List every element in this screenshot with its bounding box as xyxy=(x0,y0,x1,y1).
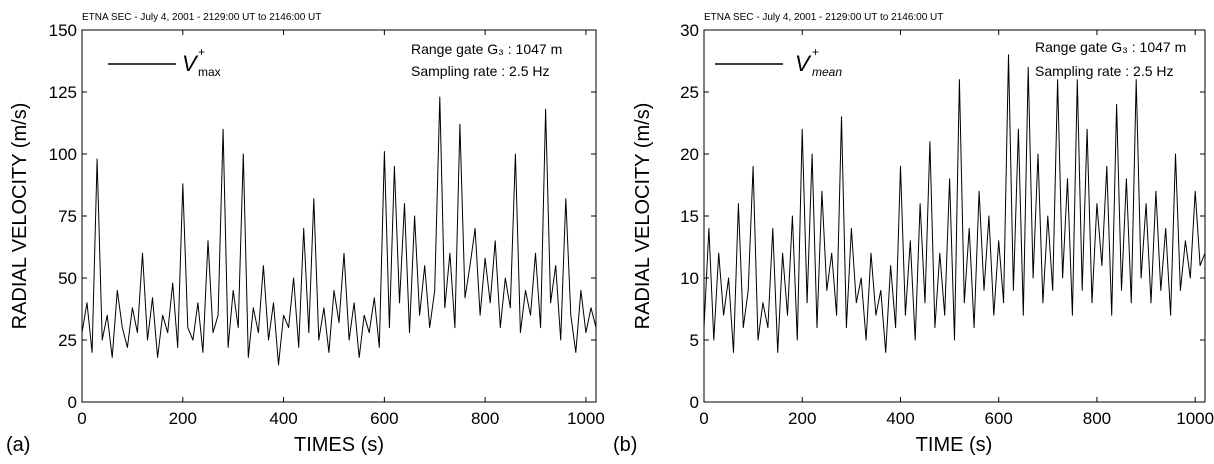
y-tick-label: 100 xyxy=(49,145,77,164)
y-axis-label: RADIAL VELOCITY (m/s) xyxy=(632,103,654,330)
y-axis-ticks: 0 25 50 75 100 125 150 xyxy=(49,21,596,412)
y-tick-label: 5 xyxy=(690,331,699,350)
x-axis-ticks: 0 200 400 600 800 1000 xyxy=(77,30,605,428)
annotation-sampling-rate: Sampling rate : 2.5 Hz xyxy=(1035,63,1174,79)
y-tick-label: 10 xyxy=(680,269,699,288)
x-tick-label: 400 xyxy=(886,409,914,428)
y-tick-label: 75 xyxy=(58,207,77,226)
x-tick-label: 200 xyxy=(788,409,816,428)
chart-title: ETNA SEC - July 4, 2001 - 2129:00 UT to … xyxy=(704,12,943,23)
y-axis-ticks: 0 5 10 15 20 25 30 xyxy=(680,21,1205,412)
legend-base: V xyxy=(182,51,199,76)
y-tick-label: 50 xyxy=(58,269,77,288)
series-line xyxy=(703,54,1206,353)
y-tick-label: 0 xyxy=(68,393,77,412)
annotation-range-gate: Range gate G₃ : 1047 m xyxy=(1035,39,1186,55)
chart-title: ETNA SEC - July 4, 2001 - 2129:00 UT to … xyxy=(82,12,321,23)
legend-label: V xyxy=(182,51,199,76)
x-tick-label: 200 xyxy=(169,409,197,428)
x-tick-label: 800 xyxy=(471,409,499,428)
x-tick-label: 400 xyxy=(269,409,297,428)
x-tick-label: 600 xyxy=(370,409,398,428)
legend-sub: max xyxy=(198,65,221,79)
x-axis-ticks: 0 200 400 600 800 1000 xyxy=(699,30,1214,428)
plot-area xyxy=(703,29,1206,403)
annotation-range-gate: Range gate G₃ : 1047 m xyxy=(411,41,562,57)
x-axis-label: TIMES (s) xyxy=(294,434,384,456)
y-tick-label: 0 xyxy=(690,393,699,412)
legend-sup: + xyxy=(198,45,205,59)
y-tick-label: 150 xyxy=(49,21,77,40)
y-axis-label: RADIAL VELOCITY (m/s) xyxy=(9,103,31,330)
chart-panel-b: ETNA SEC - July 4, 2001 - 2129:00 UT to … xyxy=(613,12,1214,456)
series-layer xyxy=(81,96,597,366)
y-tick-label: 20 xyxy=(680,145,699,164)
legend-base: V xyxy=(795,51,812,76)
series-line xyxy=(81,96,597,366)
legend-label: V xyxy=(795,51,812,76)
legend-sup: + xyxy=(812,45,819,59)
y-tick-label: 25 xyxy=(680,83,699,102)
y-tick-label: 15 xyxy=(680,207,699,226)
x-tick-label: 1000 xyxy=(567,409,605,428)
x-tick-label: 600 xyxy=(985,409,1013,428)
x-tick-label: 0 xyxy=(699,409,708,428)
annotation-sampling-rate: Sampling rate : 2.5 Hz xyxy=(411,63,550,79)
x-tick-label: 0 xyxy=(77,409,86,428)
x-axis-label: TIME (s) xyxy=(916,434,993,456)
panel-label: (a) xyxy=(6,434,30,456)
chart-panel-a: ETNA SEC - July 4, 2001 - 2129:00 UT to … xyxy=(6,12,605,456)
y-tick-label: 125 xyxy=(49,83,77,102)
y-tick-label: 30 xyxy=(680,21,699,40)
x-tick-label: 800 xyxy=(1083,409,1111,428)
panel-label: (b) xyxy=(613,434,637,456)
x-tick-label: 1000 xyxy=(1176,409,1214,428)
legend-sub: mean xyxy=(812,65,842,79)
series-layer xyxy=(703,54,1206,353)
y-tick-label: 25 xyxy=(58,331,77,350)
